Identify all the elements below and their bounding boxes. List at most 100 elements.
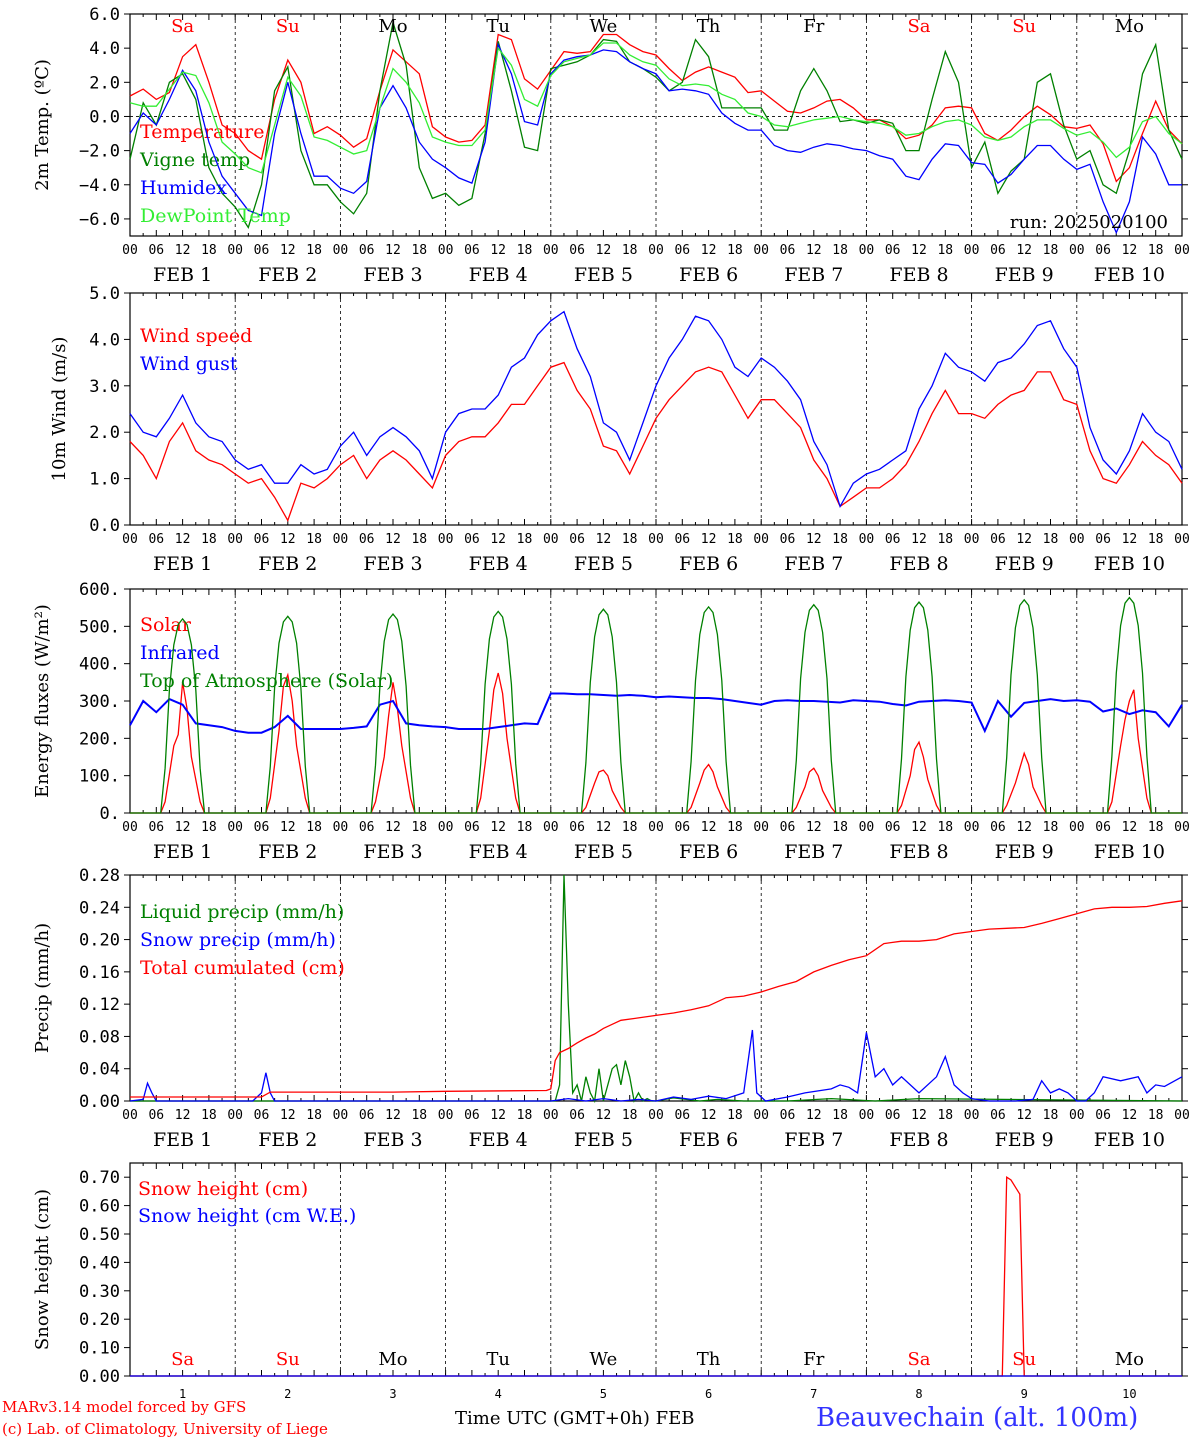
hour-tick-label: 12 [175,532,191,547]
series-line-dewpoint-temp [129,42,1183,174]
weekday-label: Sa [907,1349,930,1370]
hour-tick-label: 06 [674,820,690,835]
hour-tick-label: 00 [753,1108,769,1123]
hour-tick-label: 18 [517,820,533,835]
hour-tick-label: 18 [727,820,743,835]
hour-tick-label: 00 [964,1108,980,1123]
hour-tick-label: 12 [490,1108,506,1123]
y-tick-label: 0.30 [79,1282,120,1302]
hour-tick-label: 00 [333,532,349,547]
y-tick-label: −6.0 [79,210,120,230]
hour-tick-label: 18 [306,243,322,258]
day-number-label: 4 [495,1387,502,1401]
series-line-temperature [129,33,1183,183]
y-tick-label: 0.0 [89,107,120,127]
footer-time-axis-label: Time UTC (GMT+0h) FEB [455,1408,694,1429]
hour-tick-label: 00 [753,243,769,258]
weekday-label: Mo [1115,1349,1144,1370]
hour-tick-label: 12 [280,532,296,547]
hour-tick-label: 06 [990,820,1006,835]
y-axis-label: 10m Wind (m/s) [49,337,70,482]
date-label: FEB 4 [469,264,528,286]
date-label: FEB 3 [363,1129,422,1151]
hour-tick-label: 12 [385,532,401,547]
hour-tick-label: 06 [1095,820,1111,835]
series-line-vigne-temp [129,22,1183,230]
hour-tick-label: 18 [411,820,427,835]
date-label: FEB 10 [1094,264,1165,286]
day-number-label: 10 [1122,1387,1136,1401]
series-line-snow-precip-mm-h [129,1029,1183,1102]
hour-tick-label: 18 [832,820,848,835]
hour-tick-label: 00 [859,820,875,835]
weekday-label: Sa [171,16,194,37]
hour-tick-label: 12 [385,820,401,835]
weekday-label: Tu [486,16,510,37]
hour-tick-label: 12 [911,1108,927,1123]
y-tick-label: 0.04 [79,1060,120,1080]
hour-tick-label: 06 [885,532,901,547]
hour-tick-label: 00 [648,820,664,835]
hour-tick-label: 06 [148,243,164,258]
date-label: FEB 8 [889,841,948,863]
date-label: FEB 2 [258,841,317,863]
y-tick-label: 0.28 [79,866,120,886]
hour-tick-label: 18 [411,532,427,547]
date-label: FEB 10 [1094,841,1165,863]
date-label: FEB 7 [784,553,843,575]
hour-tick-label: 18 [517,243,533,258]
weekday-label: Su [1012,1349,1036,1370]
hour-tick-label: 12 [1016,243,1032,258]
hour-tick-label: 06 [569,1108,585,1123]
legend-entry: Snow precip (mm/h) [140,929,336,951]
hour-tick-label: 00 [964,532,980,547]
date-label: FEB 6 [679,264,738,286]
hour-tick-label: 12 [596,243,612,258]
hour-tick-label: 06 [780,820,796,835]
hour-tick-label: 06 [569,532,585,547]
day-number-label: 7 [810,1387,817,1401]
hour-tick-label: 18 [937,1108,953,1123]
date-label: FEB 7 [784,841,843,863]
hour-tick-label: 12 [1016,820,1032,835]
hour-tick-label: 12 [1016,532,1032,547]
y-tick-label: 600. [79,580,120,600]
hour-tick-label: 18 [937,243,953,258]
panel-5: 0.70 0.60 0.50 0.40 0.30 0.20 0.10 0.00 Snow hei… [32,1162,1188,1401]
plot-frame [129,588,1183,814]
hour-tick-label: 18 [937,820,953,835]
hour-tick-label: 06 [885,243,901,258]
hour-tick-label: 12 [385,1108,401,1123]
weekday-label: Tu [486,1349,510,1370]
hour-tick-label: 06 [148,820,164,835]
hour-tick-label: 06 [359,243,375,258]
footer-station-name: Beauvechain (alt. 100m) [816,1403,1138,1433]
weekday-label: Su [276,1349,300,1370]
hour-tick-label: 00 [859,1108,875,1123]
y-axis-label: Snow height (cm) [32,1189,53,1350]
y-tick-label: 3.0 [89,377,120,397]
y-tick-label: 300. [79,692,120,712]
hour-tick-label: 18 [517,1108,533,1123]
hour-tick-label: 00 [227,820,243,835]
date-label: FEB 3 [363,553,422,575]
hour-tick-label: 06 [254,532,270,547]
hour-tick-label: 00 [333,1108,349,1123]
hour-tick-label: 12 [701,243,717,258]
y-tick-label: 0.60 [79,1197,120,1217]
weekday-label: Su [276,16,300,37]
hour-tick-label: 00 [1174,532,1190,547]
legend-entry: Top of Atmosphere (Solar) [140,670,393,692]
legend-entry: DewPoint Temp [140,205,291,227]
hour-tick-label: 12 [490,243,506,258]
hour-tick-label: 18 [201,1108,217,1123]
series-line-total-cumulated-cm [130,900,1183,1098]
hour-tick-label: 06 [148,1108,164,1123]
date-label: FEB 2 [258,553,317,575]
y-tick-label: 0.20 [79,931,120,951]
run-label: run: 2025020100 [1010,212,1168,233]
date-label: FEB 1 [153,553,212,575]
date-label: FEB 8 [889,264,948,286]
y-tick-label: 1.0 [89,470,120,490]
hour-tick-label: 18 [727,243,743,258]
